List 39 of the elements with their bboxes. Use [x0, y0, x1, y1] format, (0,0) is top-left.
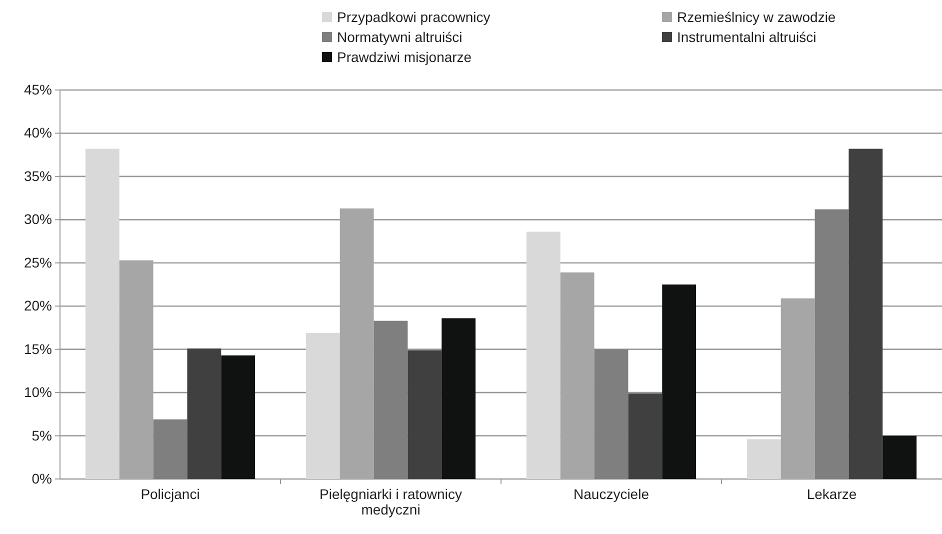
bar [814, 209, 849, 479]
legend-label: Instrumentalni altruiści [677, 29, 816, 45]
y-tick-label: 0% [32, 470, 52, 486]
x-tick-label: Nauczyciele [574, 486, 650, 502]
y-tick-label: 10% [24, 384, 52, 400]
y-tick-label: 20% [24, 298, 52, 314]
y-tick-label: 5% [32, 427, 52, 444]
bar [187, 348, 222, 479]
bar [85, 148, 120, 479]
y-tick-label: 45% [24, 81, 52, 98]
bar [560, 272, 594, 479]
x-tick-label: Policjanci [140, 486, 200, 502]
legend-label: Normatywni altruiści [337, 29, 462, 45]
bar [746, 439, 781, 479]
bar [526, 232, 560, 479]
x-tick-label: Pielęgniarki i ratownicy medyczni [320, 486, 462, 518]
bar [153, 419, 188, 479]
y-tick-label: 35% [24, 168, 52, 184]
bar [340, 208, 374, 479]
bar [628, 393, 662, 479]
bar [848, 148, 883, 479]
legend-label: Przypadkowi pracownicy [337, 9, 490, 25]
bar [882, 436, 917, 479]
y-tick-label: 25% [24, 254, 52, 270]
bar [780, 298, 815, 479]
y-tick-label: 40% [24, 124, 52, 141]
x-tick-label: Lekarze [806, 486, 857, 502]
bar [306, 332, 340, 479]
legend-label: Prawdziwi misjonarze [337, 49, 472, 65]
bar [594, 349, 628, 479]
bar [119, 260, 154, 479]
bar [374, 320, 408, 479]
bar [221, 355, 256, 479]
y-tick-label: 30% [24, 211, 52, 228]
bar [408, 350, 442, 479]
legend-label: Rzemieślnicy w zawodzie [677, 9, 836, 25]
bar [442, 318, 476, 479]
bar [662, 284, 696, 479]
y-tick-label: 15% [24, 340, 52, 357]
